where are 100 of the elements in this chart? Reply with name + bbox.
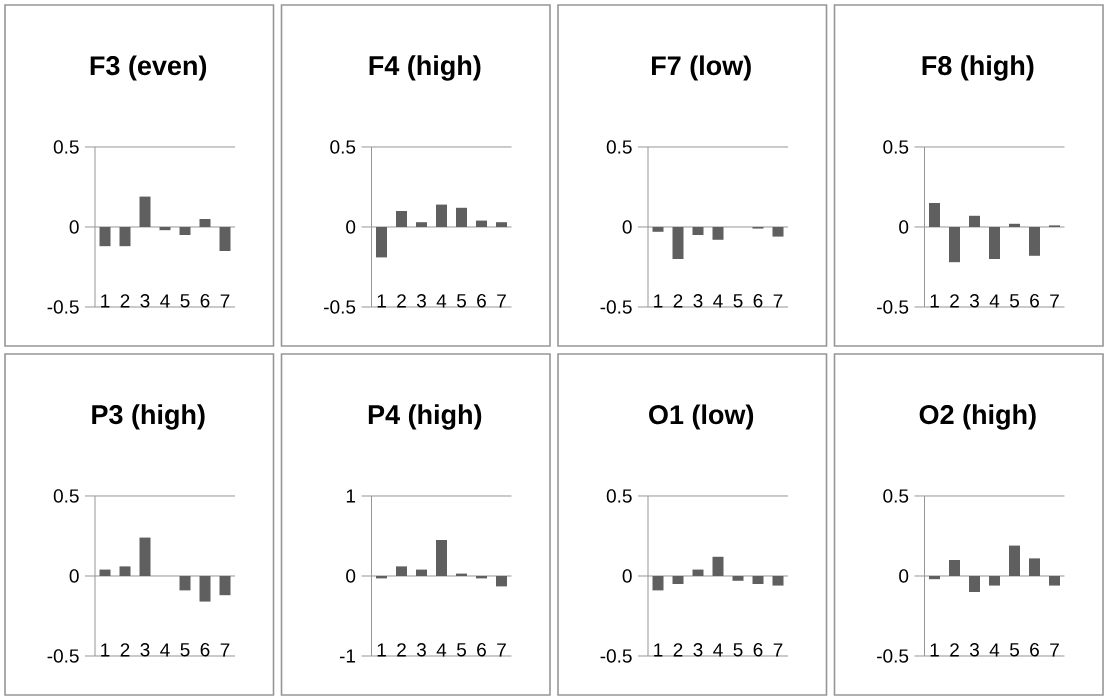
x-tick-label: 3: [140, 643, 150, 657]
x-tick-label: 1: [101, 643, 110, 657]
bar: [179, 226, 191, 235]
x-tick-label: 6: [477, 643, 486, 657]
x-tick-label: 6: [200, 643, 210, 657]
x-tick-label: 2: [397, 643, 406, 657]
x-tick-label: 3: [693, 643, 703, 657]
x-tick-label: 6: [1030, 294, 1039, 308]
bar: [199, 218, 211, 227]
x-tick-label: 2: [120, 643, 130, 657]
x-tick-label: 6: [200, 294, 210, 308]
x-tick-label: 2: [950, 294, 959, 308]
x-tick-label: 4: [989, 643, 1000, 657]
bar: [989, 226, 1000, 259]
bar: [436, 204, 447, 227]
bar: [376, 226, 388, 258]
y-tick-label: -0.5: [877, 300, 909, 314]
x-tick-label: 4: [160, 294, 170, 308]
bar: [1009, 545, 1020, 576]
bar: [712, 556, 724, 576]
x-tick-label: 7: [497, 294, 506, 308]
y-tick-label: -0.5: [47, 300, 79, 314]
x-tick-label: 4: [989, 294, 1000, 308]
bar: [396, 210, 408, 227]
x-tick-label: 5: [733, 294, 743, 308]
bar: [199, 575, 211, 602]
x-tick-label: 5: [1009, 294, 1019, 308]
bar: [159, 226, 171, 231]
x-tick-label: 6: [477, 294, 486, 308]
y-tick-label: 0.5: [606, 140, 632, 154]
chart-title: P3 (high): [92, 404, 205, 430]
bar: [969, 215, 980, 227]
x-tick-label: 6: [753, 643, 763, 657]
bar: [99, 569, 111, 576]
bar: [732, 575, 744, 581]
y-tick-label: -0.5: [600, 300, 632, 314]
y-tick-label: 0: [899, 220, 909, 234]
x-tick-label: 2: [397, 294, 406, 308]
x-tick-label: 1: [654, 643, 663, 657]
chart-title: F4 (high): [369, 55, 481, 81]
x-tick-label: 5: [180, 294, 190, 308]
x-tick-label: 5: [180, 643, 190, 657]
y-tick-label: 0: [899, 569, 909, 583]
y-tick-label: 0: [622, 220, 632, 234]
bar: [752, 575, 764, 584]
x-tick-label: 5: [733, 643, 743, 657]
bar: [949, 226, 960, 263]
bar: [139, 196, 151, 227]
bar: [772, 575, 784, 586]
bar: [969, 575, 980, 592]
x-tick-label: 7: [497, 643, 506, 657]
y-tick-label: -0.5: [47, 649, 79, 663]
x-tick-label: 1: [377, 643, 386, 657]
x-tick-label: 3: [416, 294, 426, 308]
x-tick-label: 7: [1050, 643, 1059, 657]
chart-title: F7 (low): [652, 55, 751, 81]
bar: [496, 575, 507, 587]
x-tick-label: 4: [713, 294, 723, 308]
chart-title: P4 (high): [368, 404, 482, 430]
y-tick-label: 0: [622, 569, 632, 583]
x-tick-label: 3: [693, 294, 703, 308]
y-tick-label: -0.5: [600, 649, 632, 663]
bar: [219, 226, 231, 251]
y-tick-label: 0: [346, 569, 356, 583]
bar: [672, 575, 684, 584]
bar: [396, 566, 408, 576]
y-tick-label: 1: [346, 489, 356, 503]
chart-title: F3 (even): [90, 55, 207, 81]
x-tick-label: 2: [673, 643, 683, 657]
x-tick-label: 1: [930, 643, 939, 657]
bar: [949, 559, 960, 576]
bar: [692, 569, 704, 576]
y-tick-label: 0: [346, 220, 356, 234]
x-tick-label: 5: [456, 643, 466, 657]
bar: [119, 566, 131, 576]
x-tick-label: 2: [950, 643, 959, 657]
chart-title: F8 (high): [922, 55, 1034, 81]
x-tick-label: 4: [160, 643, 170, 657]
bar: [929, 202, 940, 227]
y-tick-label: 0.5: [883, 489, 909, 503]
x-tick-label: 6: [1030, 643, 1039, 657]
bar: [219, 575, 231, 596]
x-tick-label: 7: [220, 643, 230, 657]
bar: [119, 226, 131, 247]
bar: [99, 226, 111, 247]
bar: [652, 575, 664, 591]
y-tick-label: 0.5: [606, 489, 632, 503]
y-tick-label: 0.5: [53, 140, 79, 154]
x-tick-label: 7: [773, 294, 783, 308]
bar: [436, 539, 447, 576]
bar: [456, 207, 467, 227]
y-tick-label: 0: [69, 220, 79, 234]
chart-title: O1 (low): [649, 404, 754, 430]
y-tick-label: -0.5: [877, 649, 909, 663]
bar: [1049, 575, 1060, 586]
y-tick-label: 0.5: [330, 140, 356, 154]
y-tick-label: 0.5: [883, 140, 909, 154]
x-tick-label: 3: [416, 643, 426, 657]
x-tick-label: 6: [753, 294, 763, 308]
y-tick-label: -0.5: [324, 300, 356, 314]
